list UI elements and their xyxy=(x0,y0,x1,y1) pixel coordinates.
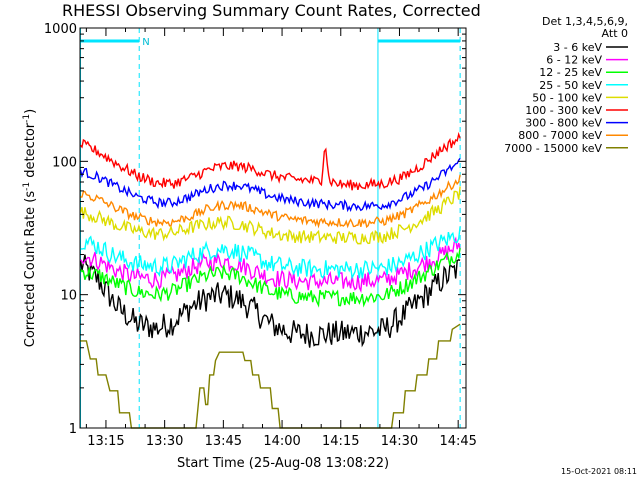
series-line xyxy=(79,131,461,191)
x-tick-label: 14:15 xyxy=(322,434,359,449)
legend-entry-label: 3 - 6 keV xyxy=(553,41,602,54)
legend-entry-label: 800 - 7000 keV xyxy=(518,129,602,142)
x-tick-label: 14:30 xyxy=(381,434,418,449)
series-line xyxy=(79,247,461,308)
series-line xyxy=(79,186,461,245)
series-line xyxy=(80,323,461,429)
x-tick-label: 13:45 xyxy=(205,434,242,449)
x-tick-label: 13:15 xyxy=(87,434,124,449)
x-tick-label: 13:30 xyxy=(146,434,183,449)
y-tick-label: 10 xyxy=(60,289,77,304)
x-tick-label: 14:45 xyxy=(439,434,476,449)
y-tick-label: 1000 xyxy=(44,22,77,37)
y-tick-label: 100 xyxy=(52,155,77,170)
series-line xyxy=(79,157,461,213)
legend-entry-label: 300 - 800 keV xyxy=(525,117,602,130)
series-line xyxy=(79,254,461,348)
plot-frame xyxy=(79,27,467,429)
night-flag-label: N xyxy=(142,37,149,48)
series-lines xyxy=(79,131,461,429)
legend-header: Att 0 xyxy=(602,27,628,40)
legend-entry-label: 50 - 100 keV xyxy=(532,91,602,104)
footer-timestamp: 15-Oct-2021 08:11 xyxy=(561,467,637,476)
legend-entry-label: 25 - 50 keV xyxy=(539,79,602,92)
y-tick-label: 1 xyxy=(69,422,77,437)
y-axis-label: Corrected Count Rate (s-1 detector-1) xyxy=(22,109,38,347)
legend-entry-label: 12 - 25 keV xyxy=(539,66,602,79)
y-axis-ticks: 1 10 100 1000 xyxy=(44,22,466,437)
x-axis-label: Start Time (25-Aug-08 13:08:22) xyxy=(177,456,389,471)
x-axis-ticks: 13:15 13:30 13:45 14:00 14:15 14:30 14:45 xyxy=(85,28,477,449)
series-line xyxy=(80,174,461,229)
series-line xyxy=(80,226,461,280)
chart-title: RHESSI Observing Summary Count Rates, Co… xyxy=(62,1,481,20)
night-interval-bars: N xyxy=(80,37,461,48)
legend-header: Det 1,3,4,5,6,9, xyxy=(542,15,628,28)
legend-entry-label: 6 - 12 keV xyxy=(546,54,602,67)
legend-entry-label: 100 - 300 keV xyxy=(525,104,602,117)
series-line xyxy=(79,236,461,294)
x-tick-label: 14:00 xyxy=(263,434,300,449)
legend-entry-label: 7000 - 15000 keV xyxy=(504,142,602,155)
